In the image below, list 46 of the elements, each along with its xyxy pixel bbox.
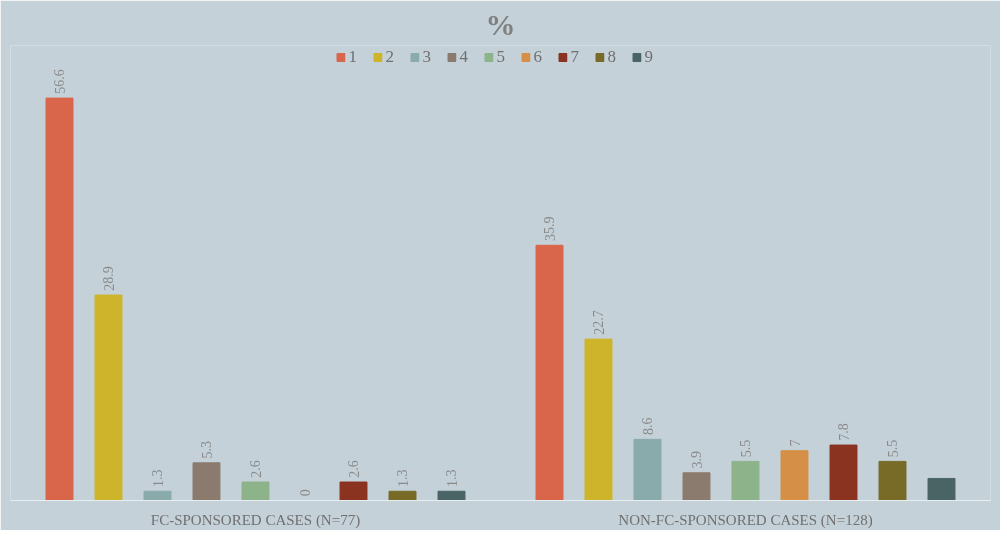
bar (927, 477, 956, 501)
bar (241, 481, 270, 501)
bar (780, 450, 809, 501)
data-label: 1.3 (395, 469, 411, 487)
bar (731, 460, 760, 501)
legend-label: 1 (348, 47, 358, 67)
x-tick-label: NON-FC-SPONSORED CASES (N=128) (618, 511, 873, 529)
data-label: 2.6 (248, 460, 264, 478)
legend-label: 7 (570, 47, 580, 67)
data-label: 56.6 (52, 69, 68, 94)
legend-label: 3 (422, 47, 432, 67)
legend-label: 9 (644, 47, 654, 67)
data-label: 5.5 (885, 439, 901, 458)
data-label: 7.8 (836, 423, 852, 441)
data-label: 35.9 (542, 216, 558, 242)
bar (94, 294, 123, 501)
data-label: 7 (787, 439, 803, 447)
data-label: 8.6 (640, 417, 656, 436)
bar (45, 97, 74, 501)
data-label: 3.9 (689, 451, 705, 469)
bar (878, 460, 907, 501)
bar (192, 462, 221, 501)
data-label: 22.7 (591, 310, 607, 335)
bar (682, 472, 711, 501)
data-label: 28.9 (101, 266, 117, 291)
data-label: 2.6 (346, 460, 362, 478)
data-label: 1.3 (150, 469, 166, 487)
legend-label: 8 (607, 47, 617, 67)
data-label: 1.3 (444, 469, 460, 487)
bar (143, 490, 172, 501)
bar (437, 490, 466, 501)
bar (829, 444, 858, 501)
legend-label: 4 (459, 47, 469, 67)
chart-title: % (485, 7, 516, 41)
legend-label: 5 (496, 47, 506, 67)
bar (339, 481, 368, 501)
bar (633, 438, 662, 501)
bar (388, 490, 417, 501)
data-label: 5.3 (199, 441, 215, 459)
x-tick-label: FC-SPONSORED CASES (N=77) (150, 511, 361, 529)
legend-label: 2 (385, 47, 395, 67)
bar (535, 244, 564, 501)
data-label: 0 (297, 489, 313, 497)
legend-label: 6 (533, 47, 543, 67)
bar (584, 338, 613, 501)
data-label: 5.5 (738, 439, 754, 458)
